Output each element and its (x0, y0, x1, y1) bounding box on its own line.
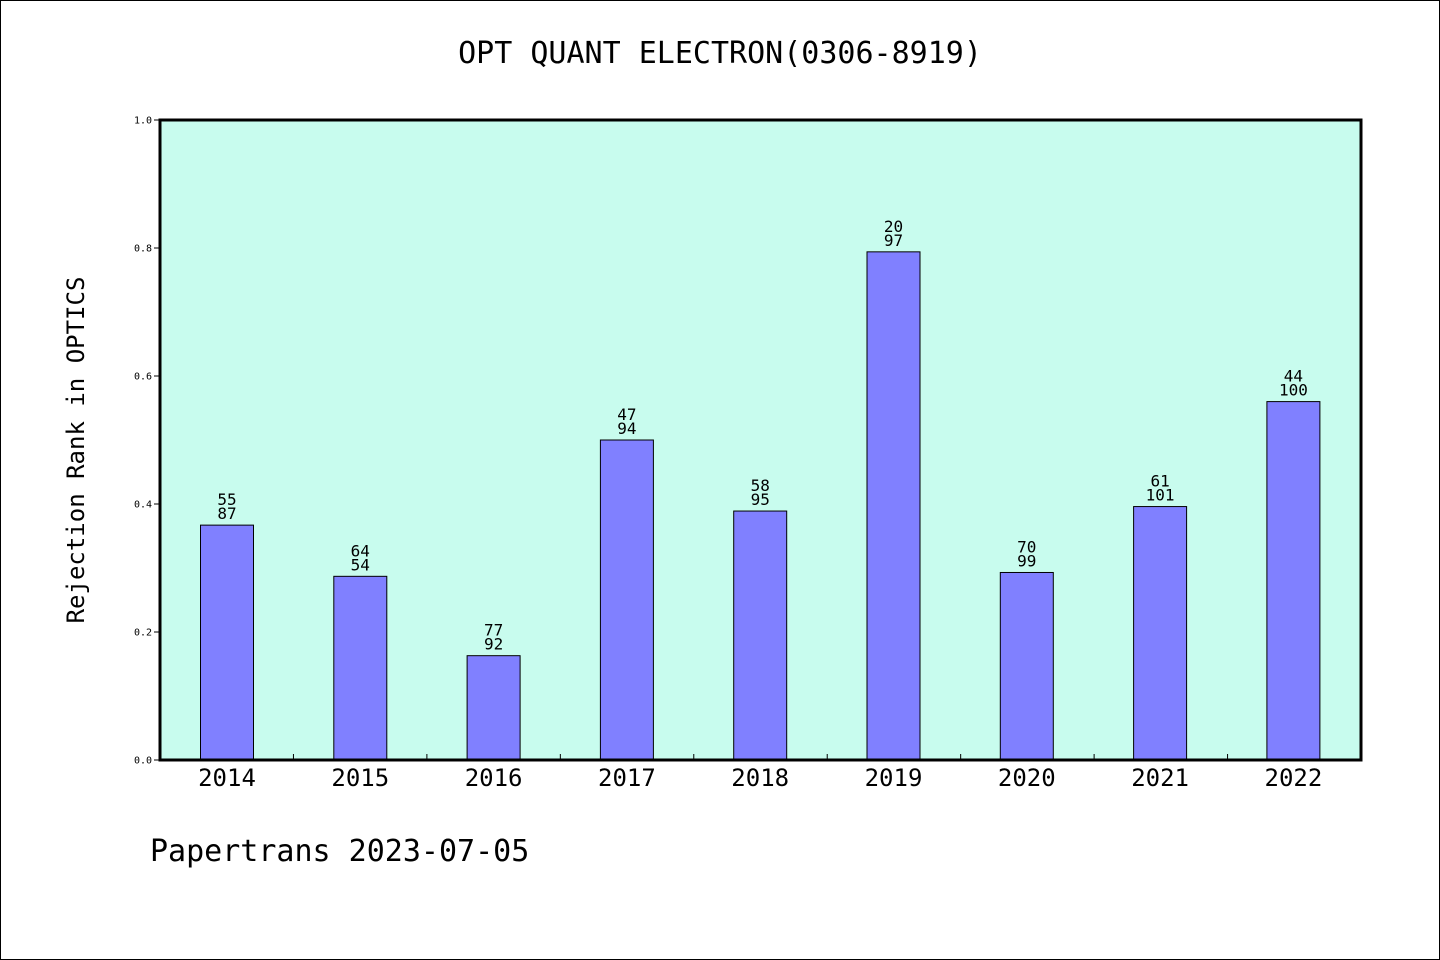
x-tick-label: 2021 (1131, 764, 1189, 792)
x-tick-label: 2018 (731, 764, 789, 792)
bar (999, 571, 1054, 761)
bar-label-bottom: 101 (1146, 486, 1175, 505)
bar (599, 439, 654, 761)
bar-label-top: 64 (351, 541, 370, 560)
bar-label-bottom: 94 (617, 419, 636, 438)
bar-label-top: 20 (884, 217, 903, 236)
chart-title: OPT QUANT ELECTRON(0306-8919) (458, 36, 982, 71)
y-tick-label: 0.6 (134, 372, 152, 383)
bar-label-top: 55 (217, 490, 236, 509)
y-tick-label: 0.4 (134, 500, 152, 511)
bar (866, 251, 921, 761)
bar (1133, 506, 1188, 761)
bar-label-top: 44 (1284, 367, 1303, 386)
bar-label-top: 47 (617, 405, 636, 424)
bar-label-top: 70 (1017, 537, 1036, 556)
bar (1266, 401, 1321, 761)
footer-credit: Papertrans 2023-07-05 (150, 834, 530, 869)
y-tick-label: 0.8 (134, 244, 152, 255)
bar-label-bottom: 97 (884, 231, 903, 250)
y-tick-label: 0.2 (134, 628, 152, 639)
bar-label-bottom: 100 (1279, 381, 1308, 400)
bar-label-top: 58 (751, 476, 770, 495)
plot-border (158, 118, 1363, 762)
x-tick-label: 2015 (331, 764, 389, 792)
bar-label-bottom: 95 (751, 490, 770, 509)
y-tick-label: 0.0 (134, 756, 152, 767)
x-tick-label: 2017 (598, 764, 656, 792)
y-tick-label: 1.0 (134, 116, 152, 127)
bar (466, 655, 521, 761)
x-tick-label: 2016 (465, 764, 523, 792)
x-tick-label: 2020 (998, 764, 1056, 792)
bar-label-top: 61 (1150, 472, 1169, 491)
x-tick-label: 2022 (1265, 764, 1323, 792)
bar (200, 524, 254, 761)
x-tick-label: 2019 (865, 764, 923, 792)
bar (333, 575, 388, 761)
bar-label-bottom: 92 (484, 635, 503, 654)
bar-label-bottom: 87 (217, 504, 236, 523)
bar-label-top: 77 (484, 621, 503, 640)
bar-label-bottom: 54 (351, 555, 370, 574)
bar-label-bottom: 99 (1017, 551, 1036, 570)
bar (733, 510, 788, 761)
x-tick-label: 2014 (198, 764, 256, 792)
